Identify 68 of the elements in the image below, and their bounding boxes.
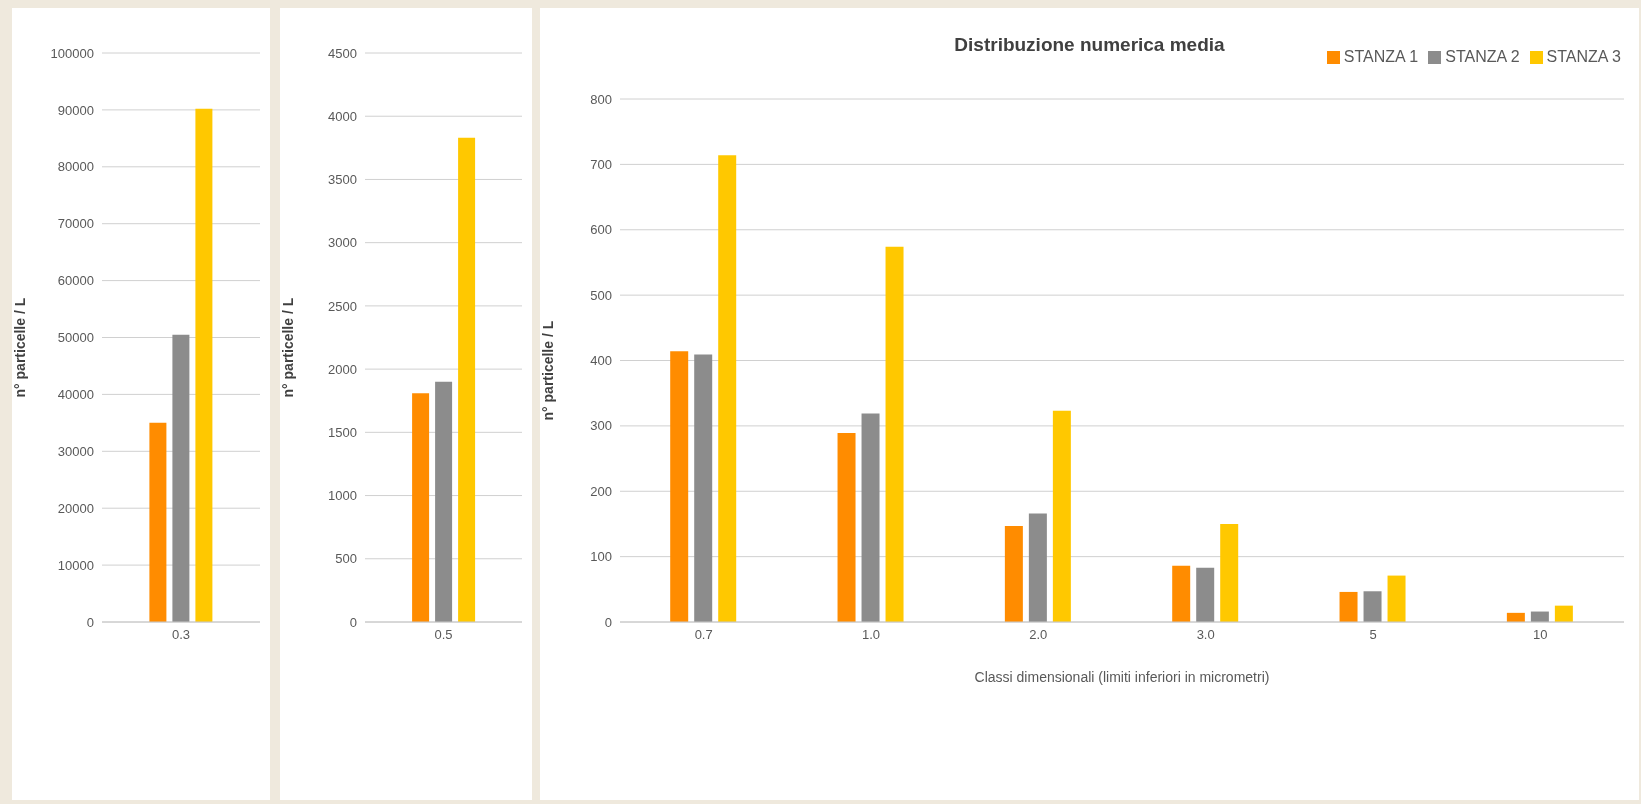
y-tick-label: 100000 [50, 45, 94, 61]
y-tick-label: 50000 [57, 330, 94, 346]
bar [1387, 575, 1406, 622]
bar [172, 334, 190, 622]
x-tick-label: 1.0 [861, 627, 881, 643]
y-tick-label: 3500 [328, 172, 357, 188]
y-tick-label: 500 [335, 551, 357, 567]
y-tick-label: 0 [86, 614, 94, 630]
y-tick-label: 90000 [57, 102, 94, 118]
bar [1172, 565, 1191, 622]
y-tick-label: 3000 [328, 235, 357, 251]
y-tick-label: 1500 [328, 424, 357, 440]
bar [885, 246, 904, 622]
chart-title: Distribuzione numerica media [954, 34, 1225, 55]
x-tick-label: 0.3 [171, 627, 191, 643]
y-tick-label: 60000 [57, 273, 94, 289]
bar [718, 155, 737, 622]
bar [1339, 591, 1358, 622]
y-tick-label: 700 [590, 156, 612, 172]
bar [694, 354, 713, 622]
bar [195, 108, 213, 622]
bar [1052, 410, 1071, 622]
bar [670, 351, 689, 622]
bar [1220, 523, 1239, 622]
y-tick-label: 20000 [57, 500, 94, 516]
y-tick-label: 800 [590, 91, 612, 107]
x-tick-label: 0.5 [434, 627, 453, 643]
x-tick-label: 3.0 [1196, 627, 1215, 643]
y-tick-label: 4500 [328, 45, 357, 61]
legend-label: STANZA 2 [1445, 48, 1520, 65]
legend-label: STANZA 1 [1343, 48, 1419, 65]
x-tick-label: 10 [1533, 627, 1548, 643]
y-tick-label: 400 [590, 353, 612, 369]
x-tick-label: 5 [1369, 627, 1377, 643]
y-tick-label: 30000 [57, 443, 94, 459]
y-tick-label: 70000 [57, 216, 94, 232]
legend-label: STANZA 3 [1546, 48, 1621, 65]
y-tick-label: 40000 [57, 387, 94, 403]
y-tick-label: 2000 [328, 361, 357, 377]
y-tick-label: 10000 [57, 557, 94, 573]
y-tick-label: 1000 [328, 488, 357, 504]
x-axis-title: Classi dimensionali (limiti inferiori in micrometri) [974, 669, 1270, 685]
y-tick-label: 100 [590, 549, 612, 565]
bar [1554, 605, 1573, 622]
bar [1004, 525, 1023, 622]
bar [861, 413, 880, 622]
y-tick-label: 80000 [57, 159, 94, 175]
x-tick-label: 0.7 [694, 627, 713, 643]
bar [1363, 591, 1382, 622]
bar [1028, 513, 1047, 622]
y-tick-label: 0 [604, 614, 612, 630]
y-tick-label: 300 [590, 418, 612, 434]
bar [149, 422, 167, 622]
bar [837, 433, 856, 622]
y-tick-label: 600 [590, 222, 612, 238]
y-tick-label: 4000 [328, 108, 357, 124]
y-tick-label: 500 [590, 287, 612, 303]
bar [458, 137, 476, 622]
y-tick-label: 2500 [328, 298, 357, 314]
bar [435, 381, 453, 622]
y-axis-title: n° particelle / L [279, 297, 296, 398]
y-tick-label: 0 [349, 614, 357, 630]
y-axis-title: n° particelle / L [11, 297, 28, 398]
x-tick-label: 2.0 [1029, 627, 1048, 643]
y-axis-title: n° particelle / L [539, 320, 556, 421]
bar [412, 393, 430, 622]
bar [1196, 567, 1215, 622]
y-tick-label: 200 [590, 483, 612, 499]
